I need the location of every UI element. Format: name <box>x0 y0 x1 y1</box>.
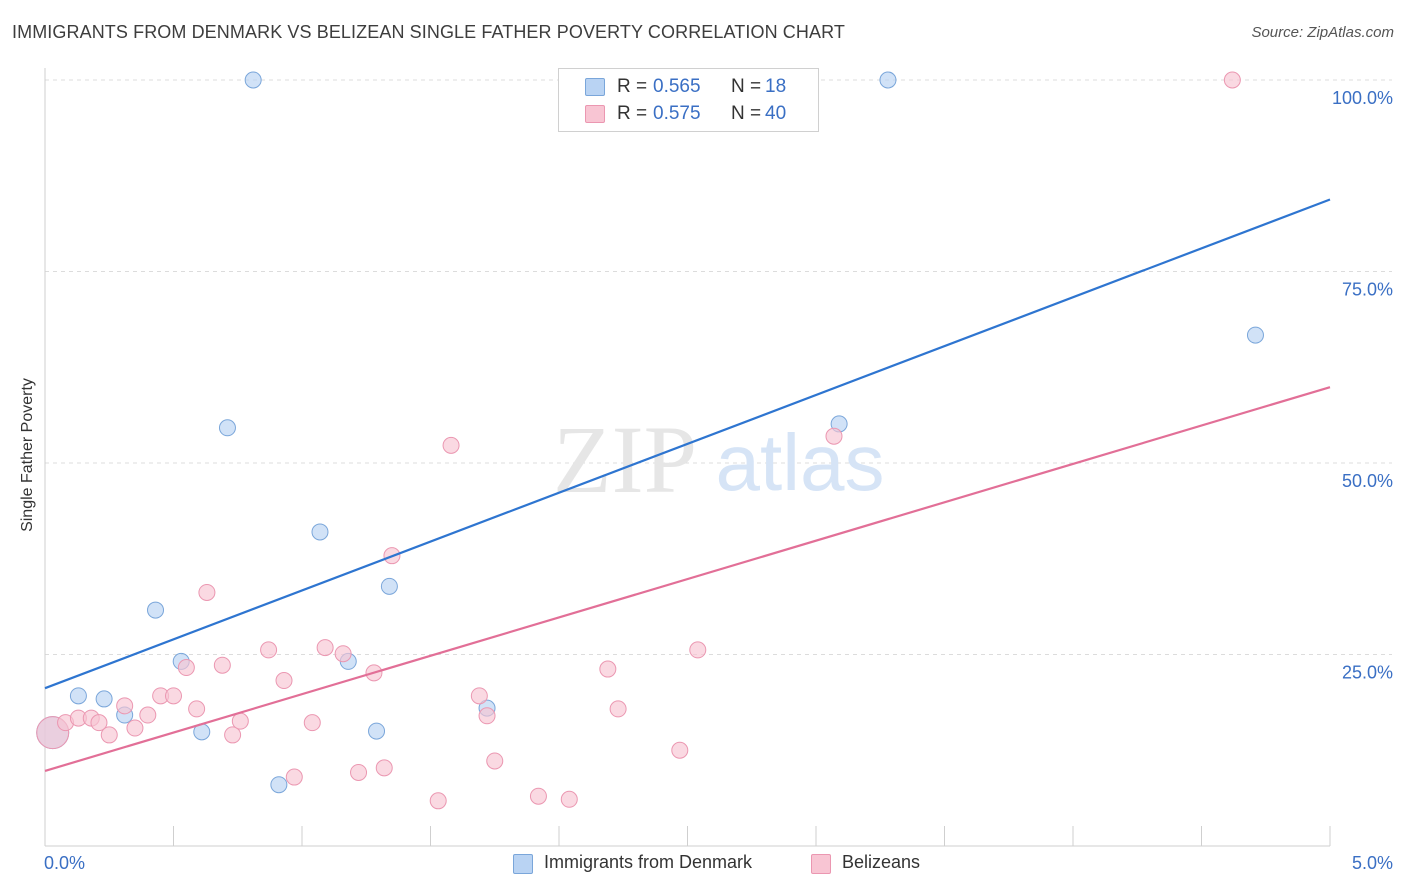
legend-r-label: R = <box>617 103 648 124</box>
blue-data-point <box>270 776 288 794</box>
pink-data-point <box>689 641 707 659</box>
blue-data-point <box>380 577 398 595</box>
legend-swatch-pink <box>585 105 605 123</box>
x-tick-label-min: 0.0% <box>44 853 85 873</box>
tick-labels: 25.0% 50.0% 75.0% 100.0% 0.0% 5.0% <box>44 88 1393 873</box>
pink-data-point <box>260 641 278 659</box>
blue-data-point <box>244 71 262 89</box>
pink-data-point <box>316 639 334 657</box>
pink-data-point <box>231 712 249 730</box>
blue-data-point <box>1246 326 1264 344</box>
bottom-legend-swatch-pink <box>811 854 831 874</box>
pink-data-point <box>165 687 182 705</box>
pink-data-point <box>139 706 157 724</box>
y-tick-label: 25.0% <box>1342 663 1393 683</box>
pink-data-point <box>177 659 195 677</box>
legend-n-label: N = <box>731 103 762 124</box>
legend-n-value: 18 <box>765 76 787 97</box>
blue-data-point <box>95 690 113 708</box>
pink-data-point <box>116 697 134 715</box>
y-tick-label: 100.0% <box>1332 88 1393 108</box>
blue-data-point <box>69 687 87 705</box>
pink-data-point <box>671 741 689 759</box>
blue-data-point <box>147 601 165 619</box>
pink-data-point <box>198 583 216 601</box>
pink-data-point <box>470 687 488 705</box>
pink-data-point <box>275 672 293 690</box>
blue-data-point <box>368 722 386 740</box>
pink-data-point <box>213 656 231 674</box>
pink-data-point <box>1223 71 1241 89</box>
data-points <box>36 71 1264 810</box>
blue-data-point <box>311 523 329 541</box>
pink-data-point <box>478 707 496 725</box>
pink-data-point <box>609 700 627 718</box>
pink-data-point <box>188 700 206 718</box>
y-tick-label: 75.0% <box>1342 280 1393 300</box>
legend-r-value: 0.565 <box>653 76 701 97</box>
pink-data-point <box>334 645 352 663</box>
pink-data-point <box>224 726 242 744</box>
pink-data-point <box>90 714 108 732</box>
blue-trend-line <box>44 198 1331 690</box>
x-tick-label-max: 5.0% <box>1352 853 1393 873</box>
pink-data-point <box>825 427 843 445</box>
legend-n-value: 40 <box>765 103 787 124</box>
legend-n-label: N = <box>731 76 762 97</box>
pink-data-point <box>303 714 321 732</box>
trend-lines <box>44 198 1331 772</box>
pink-data-point <box>429 792 447 810</box>
pink-data-point <box>560 790 578 808</box>
pink-data-point <box>529 787 547 805</box>
grid-lines <box>45 79 1392 655</box>
pink-data-point <box>285 768 303 786</box>
pink-data-point <box>599 660 617 678</box>
bottom-legend-label-pink: Belizeans <box>842 852 921 872</box>
legend-r-label: R = <box>617 76 648 97</box>
bottom-legend-label-blue: Immigrants from Denmark <box>544 852 753 872</box>
source-label: Source: ZipAtlas.com <box>1251 24 1394 41</box>
axes <box>44 68 1331 847</box>
pink-trend-line <box>44 386 1331 772</box>
pink-data-point <box>350 763 368 781</box>
bottom-legend-swatch-blue <box>513 854 533 874</box>
pink-data-point <box>375 759 393 777</box>
pink-data-point <box>442 436 460 454</box>
legend-swatch-blue <box>585 78 605 96</box>
watermark-zip: ZIP <box>553 406 697 513</box>
blue-data-point <box>879 71 897 89</box>
y-tick-label: 50.0% <box>1342 471 1393 491</box>
pink-data-point <box>126 719 144 737</box>
pink-data-point <box>100 726 118 744</box>
legend: R = 0.565 N = 18 R = 0.575 N = 40 <box>558 68 819 132</box>
legend-r-value: 0.575 <box>653 103 701 124</box>
watermark-atlas: atlas <box>716 418 885 507</box>
blue-data-point <box>218 419 236 437</box>
pink-data-point <box>486 752 504 770</box>
chart-title: IMMIGRANTS FROM DENMARK VS BELIZEAN SING… <box>12 22 845 42</box>
watermark: ZIP atlas <box>553 406 884 513</box>
